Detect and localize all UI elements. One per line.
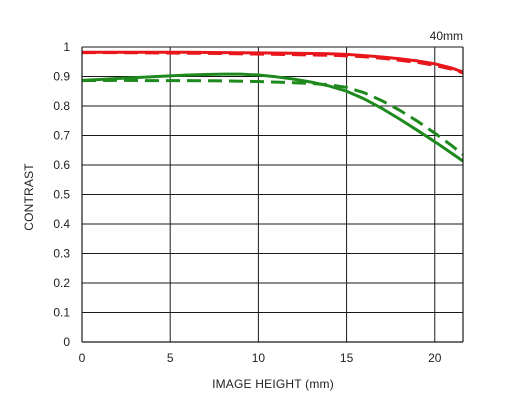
y-tick-label: 0.9 (53, 70, 70, 84)
y-tick-label: 0.2 (53, 276, 70, 290)
grid (81, 46, 463, 343)
y-axis-title: CONTRAST (22, 163, 36, 231)
y-tick-label: 1 (63, 40, 70, 54)
y-tick-label: 0.7 (53, 129, 70, 143)
y-tick-label: 0.4 (53, 217, 70, 231)
y-tick-label: 0.8 (53, 99, 70, 113)
x-axis-title: IMAGE HEIGHT (mm) (212, 377, 334, 391)
y-tick-label: 0.6 (53, 158, 70, 172)
plot-frame (81, 47, 464, 343)
y-tick-label: 0.1 (53, 306, 70, 320)
x-tick-label: 5 (167, 351, 174, 365)
x-tick-label: 20 (428, 351, 442, 365)
series-layer (81, 50, 464, 163)
series-line-3 (81, 72, 464, 163)
y-tick-label: 0 (63, 335, 70, 349)
tick-labels: 00.10.20.30.40.50.60.70.80.910 5 10 15 20 (53, 40, 441, 365)
series-line-2 (82, 51, 464, 75)
x-tick-label: 0 (79, 351, 86, 365)
x-tick-label: 15 (340, 351, 354, 365)
x-tick-label: 10 (252, 351, 266, 365)
series-line-4 (81, 78, 464, 156)
focal-length-label: 40mm (430, 29, 463, 43)
y-tick-label: 0.5 (53, 188, 70, 202)
y-tick-label: 0.3 (53, 247, 70, 261)
